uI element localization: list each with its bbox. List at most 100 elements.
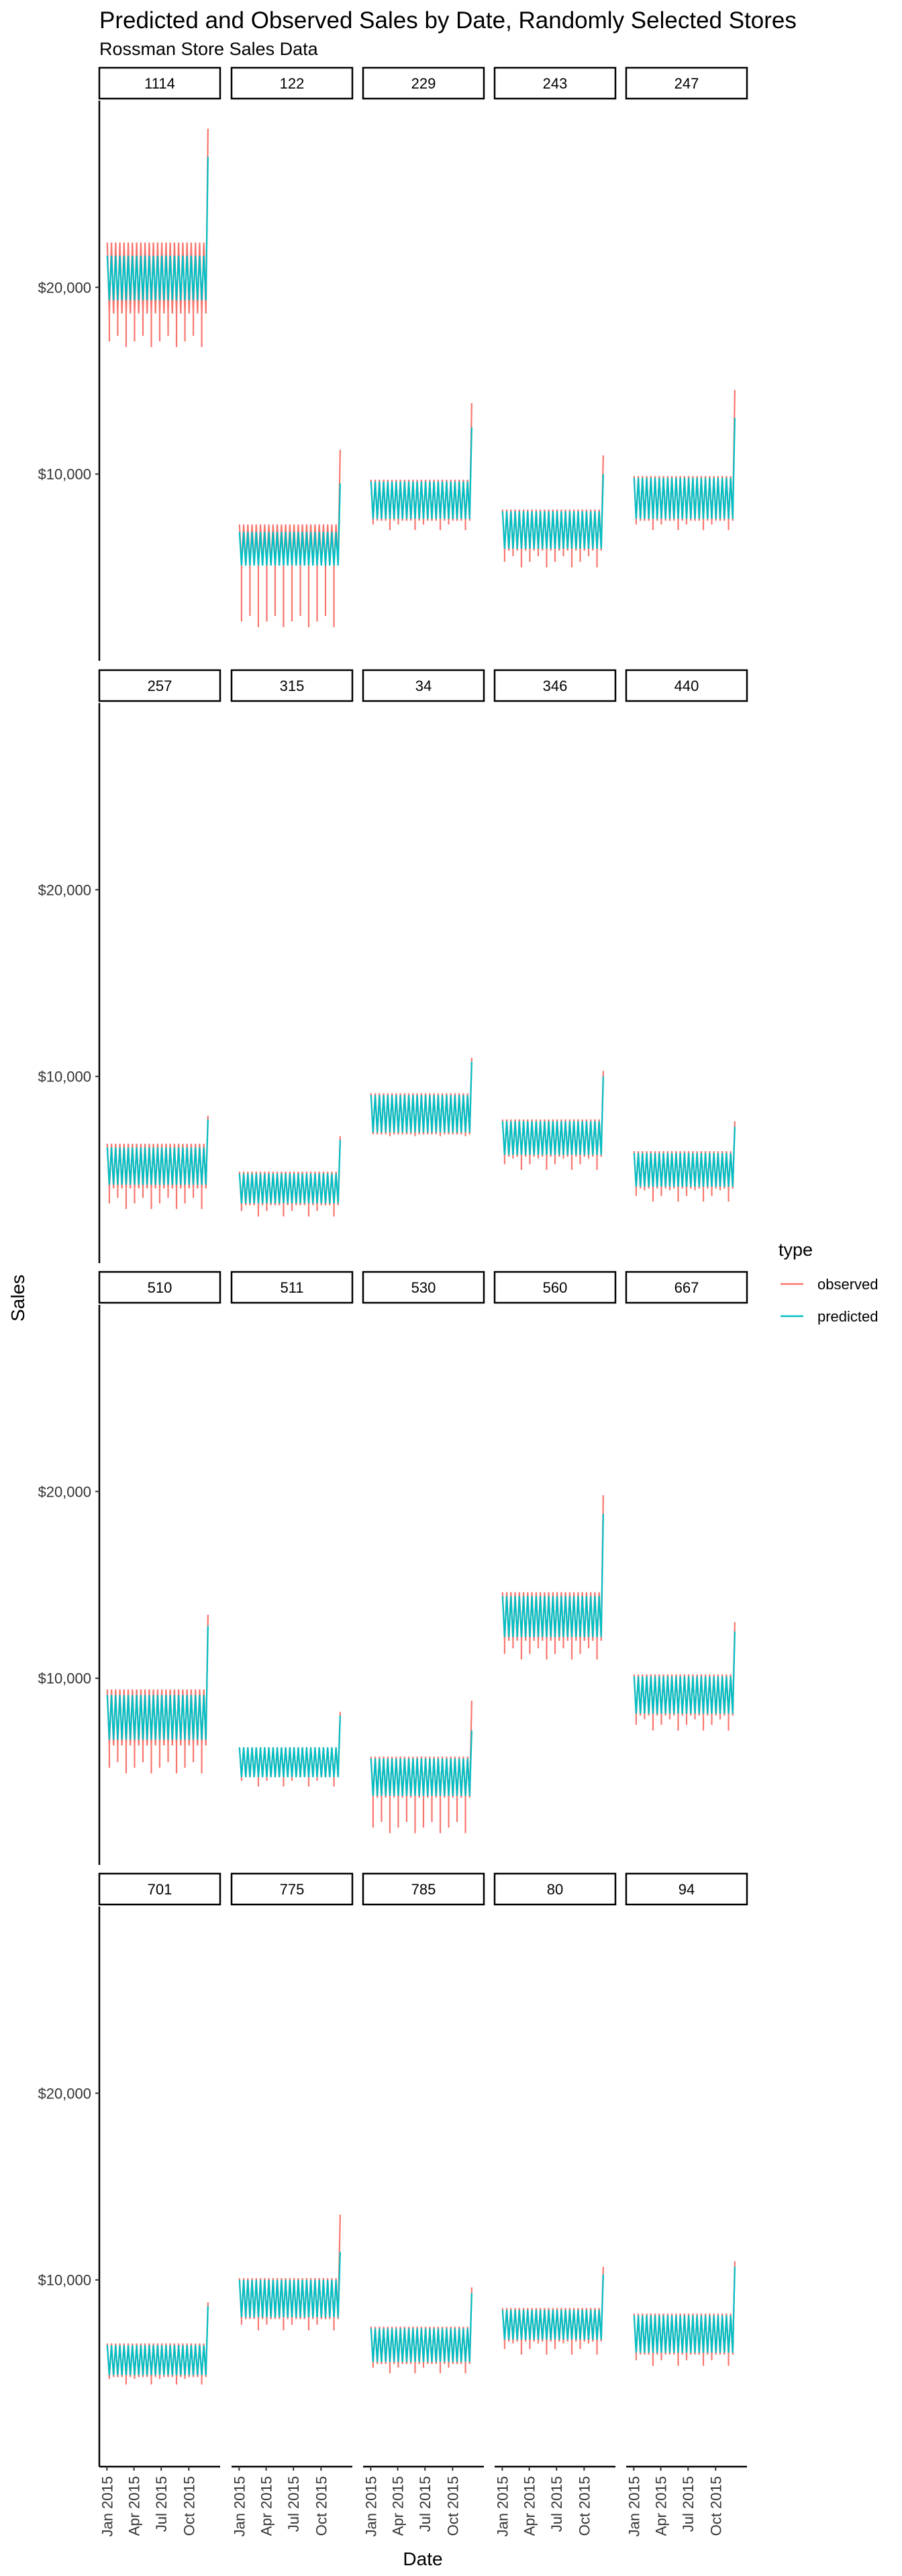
y-tick-label: $20,000	[38, 881, 91, 898]
predicted-line	[370, 427, 472, 519]
observed-line	[633, 2261, 736, 2355]
facet-strip-label: 1114	[144, 75, 175, 92]
facet-strip	[493, 1271, 617, 1304]
facet-strip	[493, 66, 617, 100]
facet-panel-701: 701 $10,000 $20,000 Jan 2015 Apr 2015 Jul 201…	[38, 1872, 221, 2537]
predicted-line	[106, 2306, 209, 2375]
predicted-line	[106, 156, 209, 301]
observed-line	[370, 1057, 472, 1135]
facet-strip-label: 785	[411, 1881, 436, 1898]
y-tick-label: $20,000	[38, 1483, 91, 1500]
facet-panel-530: 530	[362, 1271, 485, 1833]
chart-title: Predicted and Observed Sales by Date, Ra…	[99, 7, 797, 34]
observed-line	[106, 128, 209, 314]
y-axis-title: Sales	[7, 1275, 28, 1322]
x-tick-label: Jan 2015	[362, 2476, 379, 2537]
x-tick-label: Jul 2015	[285, 2476, 302, 2532]
facet-strip	[493, 669, 617, 702]
predicted-line	[238, 483, 341, 566]
facet-strip-label: 510	[148, 1279, 172, 1296]
facet-strip-label: 346	[543, 678, 568, 694]
y-tick-label: $20,000	[38, 2085, 91, 2102]
predicted-line	[501, 474, 604, 549]
x-tick-label: Apr 2015	[653, 2476, 670, 2536]
facet-panel-229: 229	[362, 66, 485, 531]
facet-strip	[493, 1872, 617, 1906]
legend-label-predicted: predicted	[817, 1308, 879, 1325]
predicted-line	[501, 1076, 604, 1155]
observed-line	[370, 2287, 472, 2364]
x-tick-label: Jul 2015	[680, 2476, 697, 2532]
facet-strip-label: 701	[148, 1881, 172, 1898]
x-axis-title: Date	[403, 2548, 442, 2569]
facet-strip-label: 34	[415, 678, 432, 694]
facet-panel-243: 243	[493, 66, 617, 568]
observed-line	[501, 1495, 604, 1642]
legend-title: type	[779, 1240, 813, 1260]
facet-panel-775: 775 Jan 2015 Apr 2015 Jul 2015 Oct 2015	[230, 1872, 354, 2537]
x-tick-label: Oct 2015	[707, 2476, 724, 2536]
x-tick-label: Jul 2015	[153, 2476, 170, 2532]
facet-panel-34: 34	[362, 669, 485, 1136]
facet-strip-label: 315	[280, 678, 305, 694]
facet-strip-label: 560	[543, 1279, 568, 1296]
facet-strip-label: 511	[280, 1279, 303, 1296]
x-tick-label: Apr 2015	[258, 2476, 275, 2536]
chart-subtitle: Rossman Store Sales Data	[99, 39, 319, 59]
facet-strip-label: 243	[543, 75, 568, 92]
facet-strip	[98, 1271, 221, 1304]
predicted-line	[633, 1631, 736, 1714]
facet-strip	[362, 66, 485, 100]
facet-strip-label: 94	[679, 1881, 695, 1898]
facet-strip	[230, 1872, 354, 1906]
observed-line	[238, 2214, 341, 2320]
x-tick-label: Jan 2015	[625, 2476, 642, 2537]
observed-line	[106, 1116, 209, 1189]
x-tick-label: Oct 2015	[181, 2476, 197, 2536]
x-tick-label: Jan 2015	[494, 2476, 511, 2537]
observed-line	[370, 1701, 472, 1798]
facet-strip	[98, 66, 221, 100]
facet-panel-440: 440	[625, 669, 748, 1202]
y-tick-label: $20,000	[38, 279, 91, 296]
facet-strip	[625, 66, 748, 100]
facet-strip	[230, 1271, 354, 1304]
observed-line	[501, 1071, 604, 1157]
facet-strip	[625, 1872, 748, 1906]
facet-panel-122: 122	[230, 66, 354, 627]
y-tick-label: $10,000	[38, 1670, 91, 1687]
facet-strip-label: 257	[148, 678, 172, 694]
predicted-line	[633, 1126, 736, 1187]
observed-line	[501, 455, 604, 551]
facet-panel-1114: 1114 $10,000 $20,000	[38, 66, 221, 661]
legend: type observed predicted	[779, 1240, 879, 1325]
x-tick-label: Apr 2015	[126, 2476, 143, 2536]
facet-strip	[362, 1271, 485, 1304]
facet-strip	[230, 669, 354, 702]
facet-strip	[625, 1271, 748, 1304]
predicted-line	[633, 2267, 736, 2353]
predicted-line	[238, 1715, 341, 1778]
x-tick-label: Jul 2015	[548, 2476, 565, 2532]
facet-strip	[362, 669, 485, 702]
predicted-line	[106, 1625, 209, 1740]
observed-line	[238, 449, 341, 566]
facet-strip	[230, 66, 354, 100]
facet-panel-511: 511	[230, 1271, 354, 1787]
x-tick-label: Jan 2015	[231, 2476, 248, 2537]
facet-panel-510: 510 $10,000 $20,000	[38, 1271, 221, 1865]
facet-strip	[362, 1872, 485, 1906]
facet-panel-247: 247	[625, 66, 748, 531]
x-tick-label: Apr 2015	[521, 2476, 538, 2536]
predicted-line	[238, 2251, 341, 2318]
facet-panel-346: 346	[493, 669, 617, 1170]
observed-line	[106, 2302, 209, 2377]
facet-strip-label: 229	[411, 75, 436, 92]
y-tick-label: $10,000	[38, 1069, 91, 1085]
predicted-line	[633, 418, 736, 519]
legend-keys: observed predicted	[781, 1276, 879, 1325]
facet-strip	[98, 1872, 221, 1906]
facet-strip-label: 775	[280, 1881, 305, 1898]
observed-line	[633, 390, 736, 521]
